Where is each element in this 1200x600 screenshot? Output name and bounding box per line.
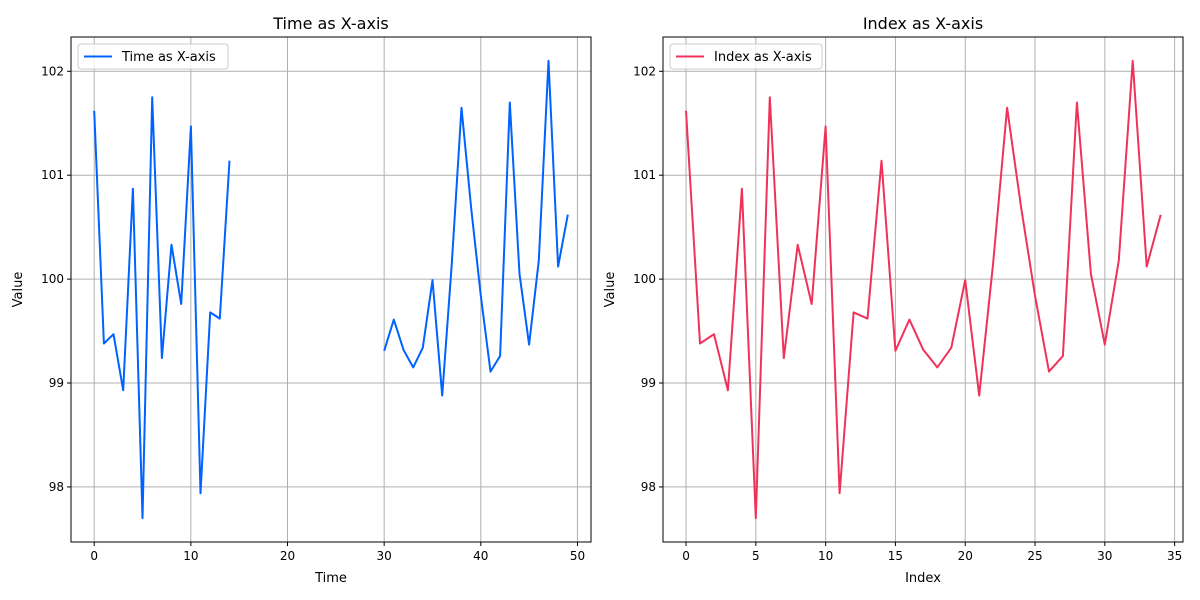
y-tick-label: 99: [641, 376, 656, 390]
y-tick-label: 101: [41, 168, 64, 182]
y-tick-label: 102: [633, 64, 656, 78]
subplot-2: 0 5 10 15 20 25 30 35 98 99 100 101 102 Index as X-ax…: [603, 14, 1184, 586]
x-axis-label: Index: [905, 571, 941, 586]
y-tick-label: 100: [41, 272, 64, 286]
x-tick-label: 20: [958, 549, 973, 563]
legend-label: Time as X-axis: [121, 50, 216, 65]
legend: Time as X-axis: [77, 43, 229, 70]
y-axis-label: Value: [603, 272, 618, 308]
y-tick-label: 98: [641, 480, 656, 494]
axes-frame: [70, 36, 592, 543]
x-tick-label: 35: [1167, 549, 1182, 563]
subplot-1: 0 10 20 30 40 50 98 99 100 101 102 Time as X-axis Ti…: [11, 14, 592, 586]
x-tick-label: 30: [377, 549, 392, 563]
x-tick-label: 0: [90, 549, 98, 563]
y-tick-label: 98: [49, 480, 64, 494]
axes-frame: [662, 36, 1184, 543]
series-line: [685, 59, 1162, 520]
y-tick-label: 100: [633, 272, 656, 286]
chart-title: Index as X-axis: [863, 14, 983, 33]
legend-box: [669, 43, 823, 70]
y-axis-label: Value: [11, 272, 26, 308]
x-tick-label: 30: [1097, 549, 1112, 563]
x-tick-label: 20: [280, 549, 295, 563]
x-tick-label: 40: [473, 549, 488, 563]
x-tick-label: 50: [570, 549, 585, 563]
y-tick-label: 99: [49, 376, 64, 390]
y-tick-label: 102: [41, 64, 64, 78]
legend: Index as X-axis: [669, 43, 823, 70]
y-tick-label: 101: [633, 168, 656, 182]
series-line: [93, 59, 569, 520]
x-tick-label: 10: [183, 549, 198, 563]
x-tick-label: 5: [752, 549, 760, 563]
x-tick-label: 10: [818, 549, 833, 563]
chart-title: Time as X-axis: [272, 14, 388, 33]
legend-box: [77, 43, 229, 70]
x-tick-label: 25: [1027, 549, 1042, 563]
x-axis-label: Time: [314, 571, 347, 586]
x-tick-label: 15: [888, 549, 903, 563]
legend-label: Index as X-axis: [714, 50, 812, 65]
x-tick-label: 0: [682, 549, 690, 563]
